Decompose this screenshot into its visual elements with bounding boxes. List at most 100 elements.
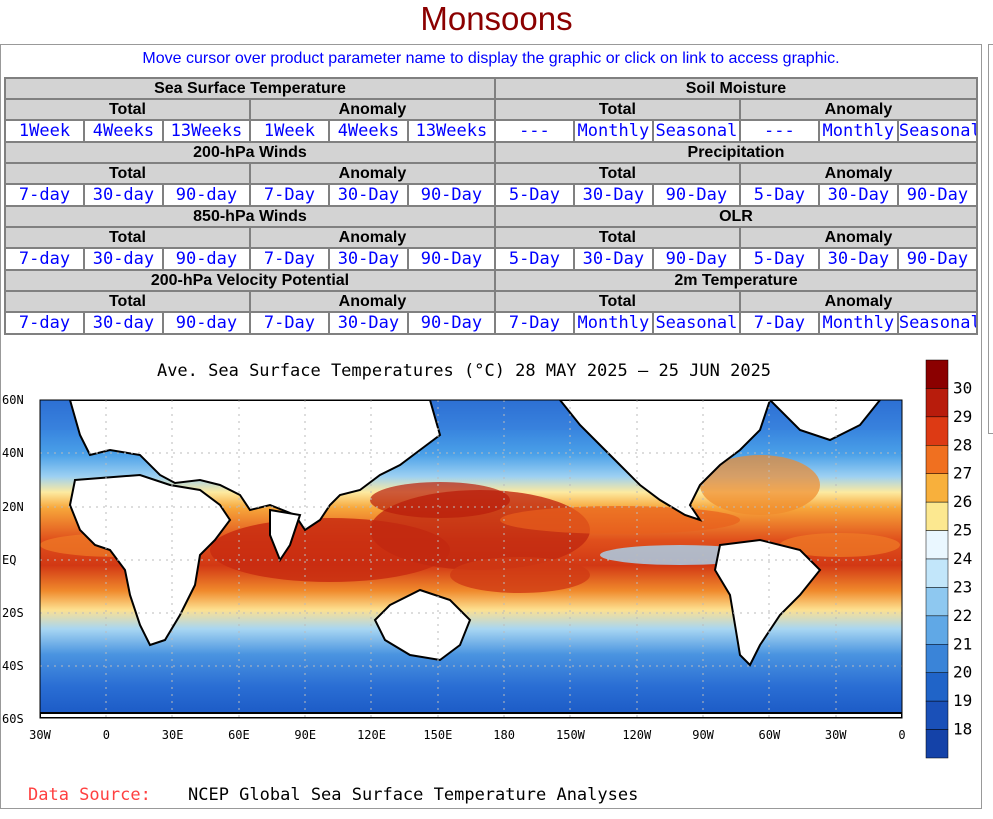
precip-total-link-1[interactable]: 30-Day — [582, 184, 645, 205]
soil-anomaly-link-2[interactable]: Seasonal — [898, 120, 977, 141]
lon-label: 180 — [493, 728, 515, 742]
lon-label: 90W — [692, 728, 714, 742]
link-cell: 7-day — [4, 247, 85, 271]
product-navigation-table: Sea Surface Temperature Soil Moisture Tota… — [4, 77, 979, 335]
w200-anomaly-link-1[interactable]: 30-Day — [337, 184, 400, 205]
t2m-anomaly-link-0[interactable]: 7-Day — [753, 312, 805, 333]
link-cell: Monthly — [817, 119, 899, 143]
colorbar: 30 29 28 27 26 25 24 23 22 21 20 19 18 — [925, 359, 972, 759]
sst-field — [40, 400, 902, 718]
colorbar-swatch — [925, 530, 949, 560]
lon-label: 90E — [294, 728, 316, 742]
link-cell: 30-Day — [327, 311, 409, 335]
link-cell: 7-Day — [493, 311, 575, 335]
soil-total-link-1[interactable]: Monthly — [577, 120, 650, 141]
sst-anomaly-link-0[interactable]: 1Week — [263, 120, 316, 141]
t2m-anomaly-link-1[interactable]: Monthly — [822, 312, 895, 333]
sst-anomaly-link-1[interactable]: 4Weeks — [337, 120, 400, 141]
t2m-anomaly-link-2[interactable]: Seasonal — [898, 312, 977, 333]
data-source-text: NCEP Global Sea Surface Temperature Anal… — [188, 785, 638, 805]
olr-anomaly-link-0[interactable]: 5-Day — [753, 248, 805, 269]
colorbar-swatch — [925, 644, 949, 673]
lon-label: 150E — [423, 728, 452, 742]
colorbar-label: 22 — [953, 606, 972, 625]
lon-label: 60W — [759, 728, 781, 742]
precip-anomaly-link-2[interactable]: 90-Day — [906, 184, 969, 205]
soil-total-link-2[interactable]: Seasonal — [655, 120, 738, 141]
link-cell: Monthly — [572, 311, 654, 335]
sst-total-link-1[interactable]: 4Weeks — [92, 120, 155, 141]
vp200-total-link-2[interactable]: 90-day — [175, 312, 238, 333]
lat-label: 20N — [2, 500, 24, 514]
t2m-total-link-1[interactable]: Monthly — [577, 312, 650, 333]
olr-total-link-2[interactable]: 90-Day — [665, 248, 728, 269]
precip-anomaly-link-1[interactable]: 30-Day — [827, 184, 890, 205]
link-cell: 5-Day — [493, 183, 575, 207]
link-cell: 4Weeks — [82, 119, 164, 143]
w200-total-link-0[interactable]: 7-day — [18, 184, 71, 205]
w200-anomaly-link-0[interactable]: 7-Day — [263, 184, 316, 205]
vp200-total-link-1[interactable]: 30-day — [92, 312, 155, 333]
w200-total-link-2[interactable]: 90-day — [175, 184, 238, 205]
precip-total-link-2[interactable]: 90-Day — [665, 184, 728, 205]
map-title: Ave. Sea Surface Temperatures (°C) 28 MA… — [157, 361, 771, 381]
vp200-total-link-0[interactable]: 7-day — [18, 312, 71, 333]
lon-label: 120E — [357, 728, 386, 742]
link-cell: Monthly — [572, 119, 654, 143]
olr-anomaly-link-1[interactable]: 30-Day — [827, 248, 890, 269]
lat-label: 20S — [2, 606, 24, 620]
w850-total-link-1[interactable]: 30-day — [92, 248, 155, 269]
t2m-total-link-0[interactable]: 7-Day — [508, 312, 561, 333]
link-cell: 90-Day — [896, 247, 979, 271]
soil-anomaly-link-1[interactable]: Monthly — [822, 120, 895, 141]
link-cell: 1Week — [4, 119, 85, 143]
colorbar-swatch — [925, 729, 949, 759]
link-cell: 7-Day — [248, 183, 330, 207]
colorbar-label: 19 — [953, 691, 972, 710]
sst-total-header: Total — [4, 98, 251, 121]
w850-total-link-2[interactable]: 90-day — [175, 248, 238, 269]
product-heading-w200: 200-hPa Winds — [4, 141, 496, 164]
product-heading-precip: Precipitation — [493, 141, 979, 164]
lat-label: EQ — [2, 553, 16, 567]
lon-label: 150W — [556, 728, 586, 742]
colorbar-swatch — [925, 445, 949, 474]
olr-anomaly-link-2[interactable]: 90-Day — [906, 248, 969, 269]
vp200-anomaly-link-0[interactable]: 7-Day — [263, 312, 316, 333]
olr-total-link-1[interactable]: 30-Day — [582, 248, 645, 269]
colorbar-label: 20 — [953, 663, 972, 682]
colorbar-label: 30 — [953, 378, 972, 397]
link-cell: 7-day — [4, 183, 85, 207]
vp200-anomaly-link-1[interactable]: 30-Day — [337, 312, 400, 333]
w850-total-header: Total — [4, 226, 251, 249]
link-cell: Seasonal — [651, 119, 741, 143]
w200-total-link-1[interactable]: 30-day — [92, 184, 155, 205]
latitude-labels: 60N 40N 20N EQ 20S 40S 60S — [2, 393, 24, 726]
sst-total-link-2[interactable]: 13Weeks — [170, 120, 243, 141]
scrollbar[interactable] — [988, 44, 993, 434]
w850-total-link-0[interactable]: 7-day — [18, 248, 71, 269]
lat-label: 40N — [2, 446, 24, 460]
sst-anomaly-link-2[interactable]: 13Weeks — [415, 120, 488, 141]
w850-anomaly-link-0[interactable]: 7-Day — [263, 248, 316, 269]
precip-total-link-0[interactable]: 5-Day — [508, 184, 561, 205]
colorbar-label: 24 — [953, 549, 972, 568]
link-cell: 5-Day — [738, 247, 820, 271]
lon-label: 30W — [29, 728, 51, 742]
olr-total-link-0[interactable]: 5-Day — [508, 248, 561, 269]
colorbar-swatch — [925, 501, 949, 531]
vp200-total-header: Total — [4, 290, 251, 313]
w850-anomaly-link-2[interactable]: 90-Day — [420, 248, 483, 269]
link-cell: 13Weeks — [406, 119, 496, 143]
sst-map-figure: Ave. Sea Surface Temperatures (°C) 28 MA… — [2, 359, 972, 805]
t2m-total-link-2[interactable]: Seasonal — [655, 312, 738, 333]
link-cell: 90-day — [161, 247, 251, 271]
link-cell: 30-day — [82, 311, 164, 335]
sst-total-link-0[interactable]: 1Week — [18, 120, 71, 141]
w200-anomaly-link-2[interactable]: 90-Day — [420, 184, 483, 205]
link-cell: 7-day — [4, 311, 85, 335]
precip-anomaly-header: Anomaly — [738, 162, 979, 185]
w850-anomaly-link-1[interactable]: 30-Day — [337, 248, 400, 269]
precip-anomaly-link-0[interactable]: 5-Day — [753, 184, 805, 205]
vp200-anomaly-link-2[interactable]: 90-Day — [420, 312, 483, 333]
